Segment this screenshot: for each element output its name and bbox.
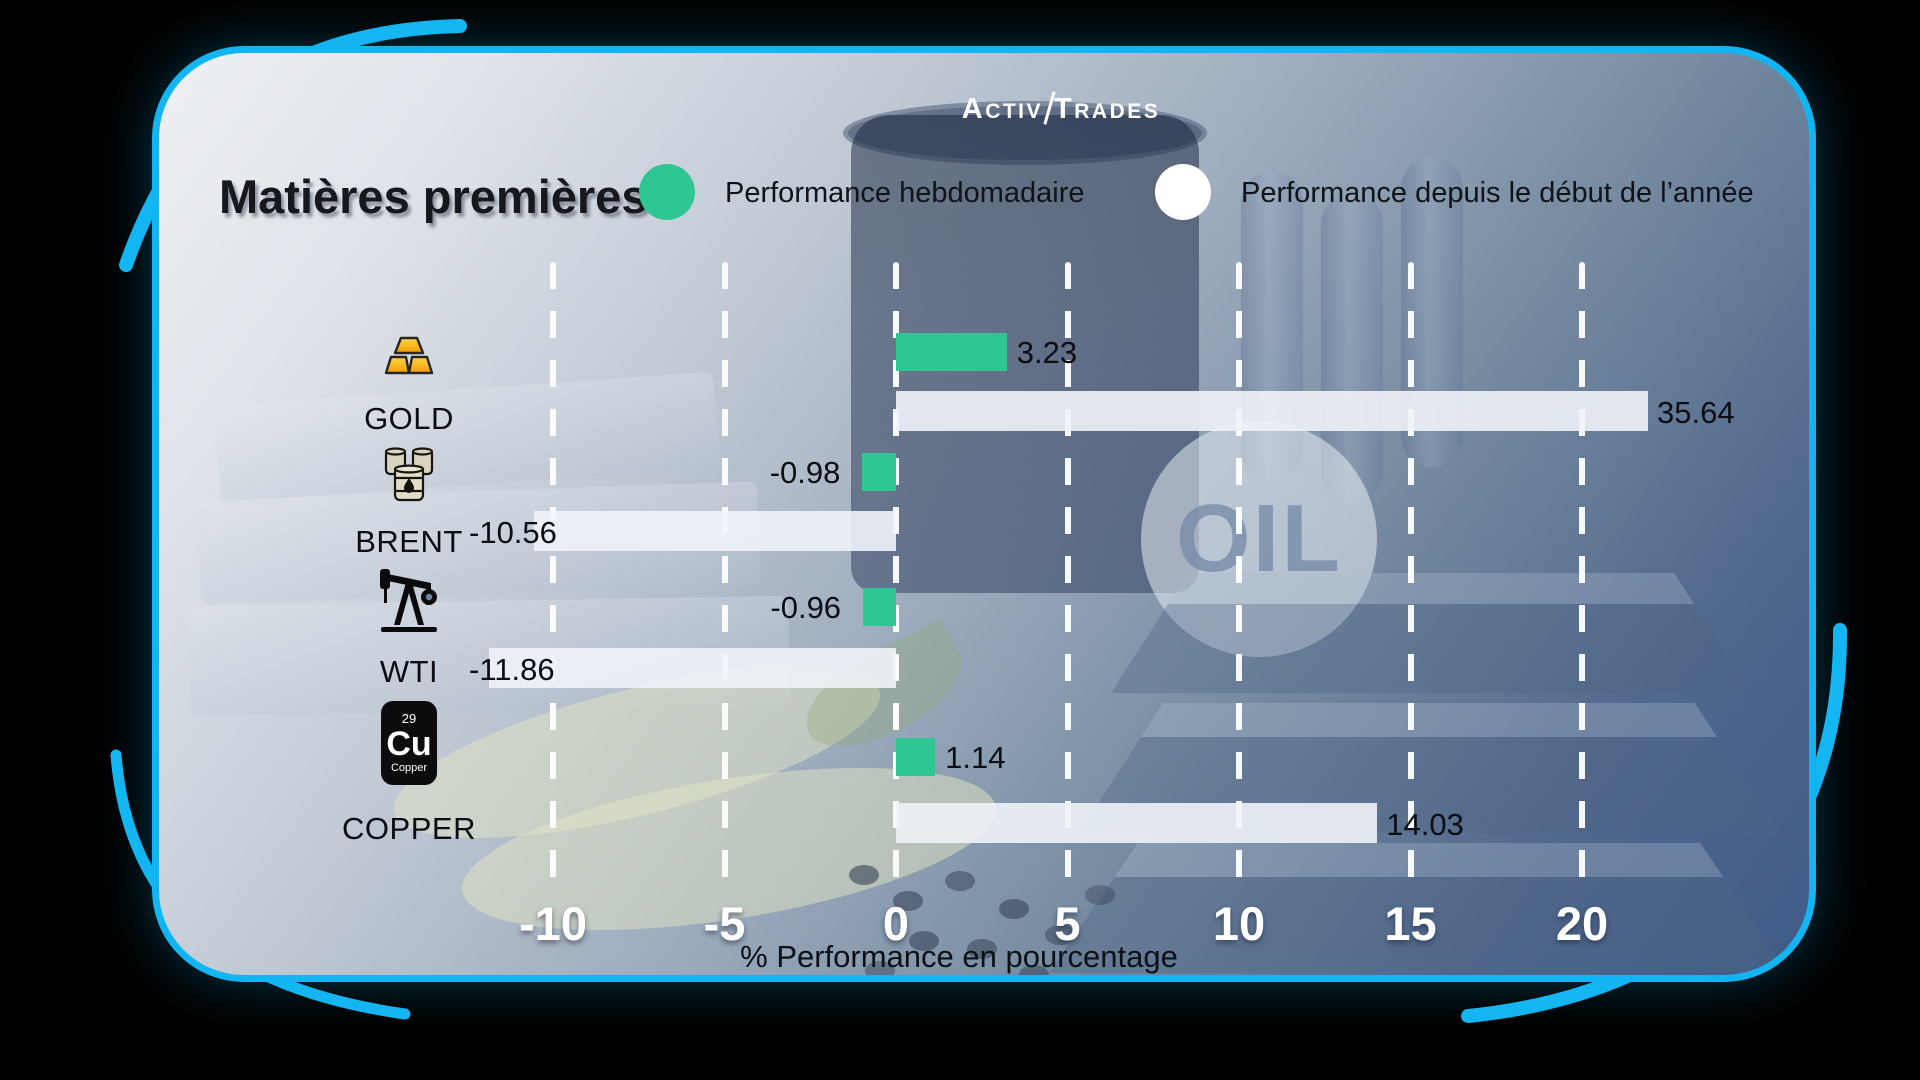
value-weekly-gold: 3.23 (1016, 335, 1078, 370)
gold-bars-icon (384, 336, 434, 375)
legend-dot-ytd (1155, 164, 1211, 220)
bar-weekly-brent (862, 453, 896, 491)
oil-pump-jack-icon (380, 569, 437, 632)
legend-label-weekly: Performance hebdomadaire (725, 177, 1085, 209)
x-axis-title: % Performance en pourcentage (740, 939, 1178, 974)
bar-ytd-copper (896, 803, 1378, 843)
oil-barrels-icon (384, 447, 434, 502)
bar-ytd-brent (533, 511, 896, 551)
x-tick-label: 20 (1555, 897, 1609, 950)
value-weekly-copper: 1.14 (945, 740, 1006, 775)
bar-weekly-wti (863, 588, 896, 626)
gridline--5 (721, 262, 728, 882)
x-tick-label: -10 (519, 897, 587, 950)
gridline-20 (1579, 262, 1585, 882)
value-ytd-brent: -10.56 (469, 515, 557, 550)
bar-weekly-gold (896, 333, 1007, 371)
x-tick-label: -5 (703, 897, 746, 950)
infographic-card: OIL ACTIV TRADES Matières premières Perfo… (152, 46, 1816, 982)
value-ytd-copper: 14.03 (1386, 807, 1464, 842)
copper-element-name: Copper (390, 761, 428, 774)
page-title: Matières premières (219, 170, 648, 223)
x-tick-label: 10 (1212, 897, 1266, 950)
value-ytd-gold: 35.64 (1657, 395, 1735, 430)
copper-symbol: Cu (386, 724, 432, 763)
row-label-gold: GOLD (364, 401, 454, 436)
x-tick-label: 15 (1384, 897, 1437, 950)
row-icon-brent (382, 445, 436, 508)
x-tick-label: 5 (1054, 897, 1081, 950)
bar-weekly-copper (896, 738, 936, 776)
copper-atomic-number: 29 (401, 710, 417, 726)
bar-ytd-gold (896, 391, 1648, 431)
row-label-wti: WTI (379, 654, 439, 689)
row-icon-gold (383, 335, 435, 382)
row-icon-copper: 29 Cu Copper (381, 701, 437, 785)
gridline-10 (1236, 262, 1242, 882)
row-label-brent: BRENT (355, 524, 463, 559)
row-label-copper: COPPER (342, 811, 476, 846)
value-weekly-wti: -0.96 (770, 590, 842, 625)
copper-element-icon: 29 Cu Copper (381, 701, 437, 785)
legend-dot-weekly (639, 164, 695, 220)
legend-label-ytd: Performance depuis le début de l’année (1241, 177, 1754, 209)
logo-part-activ: ACTIV (961, 93, 1044, 125)
row-icon-wti (379, 561, 439, 640)
logo-part-trades: TRADES (1054, 93, 1161, 125)
value-ytd-wti: -11.86 (469, 652, 555, 687)
gridline-15 (1407, 262, 1414, 882)
value-weekly-brent: -0.98 (769, 455, 841, 490)
activtrades-logo: ACTIV TRADES (891, 91, 1231, 126)
gridline--10 (550, 262, 556, 882)
